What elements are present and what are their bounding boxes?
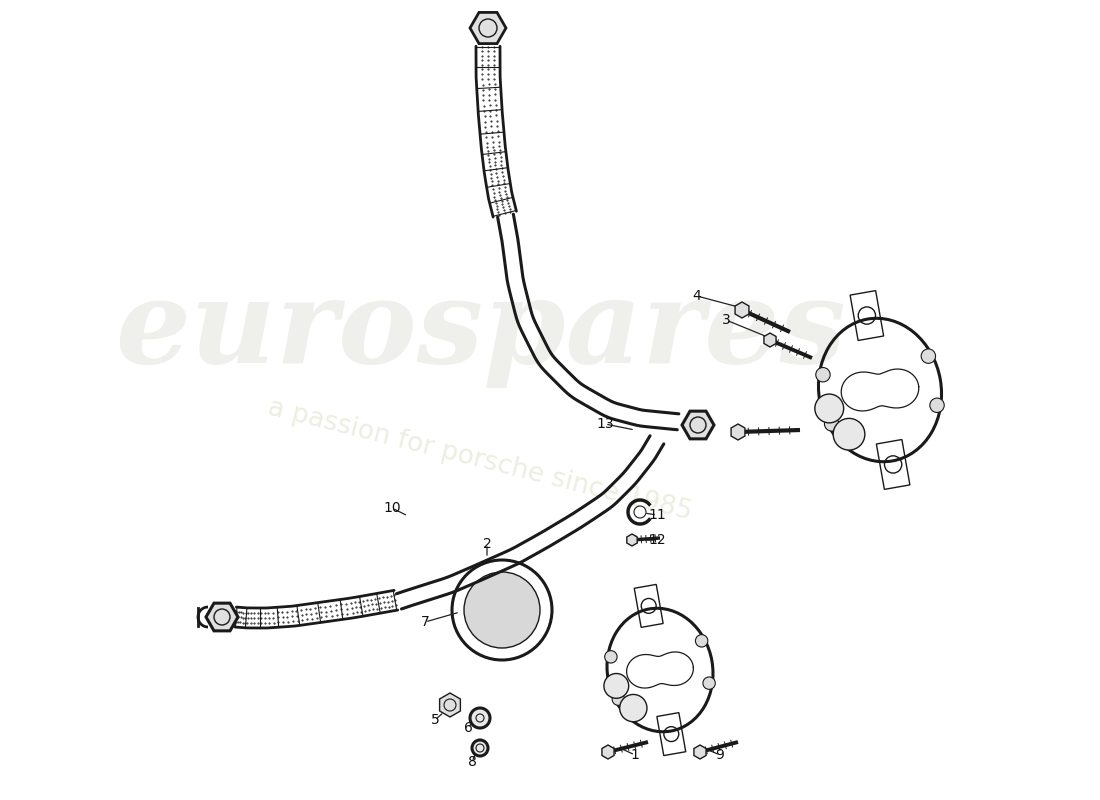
Text: 3: 3 [722,313,730,327]
Text: 8: 8 [468,755,476,769]
Circle shape [815,394,844,423]
Circle shape [464,572,540,648]
Circle shape [816,367,831,382]
Polygon shape [627,534,637,546]
Circle shape [470,708,490,728]
Circle shape [605,650,617,663]
Polygon shape [735,302,749,318]
Text: 6: 6 [463,721,472,735]
Polygon shape [694,745,706,759]
Text: 4: 4 [693,289,702,303]
Circle shape [833,418,865,450]
Circle shape [695,634,707,647]
Polygon shape [470,13,506,43]
Circle shape [930,398,944,413]
Circle shape [921,349,936,363]
Text: 13: 13 [596,417,614,431]
Text: 5: 5 [430,713,439,727]
Polygon shape [732,424,745,440]
Circle shape [604,674,629,698]
Polygon shape [440,693,461,717]
Text: 10: 10 [383,501,400,515]
Polygon shape [682,411,714,439]
Polygon shape [763,333,777,347]
Circle shape [472,740,488,756]
Circle shape [619,694,647,722]
Text: a passion for porsche since 1985: a passion for porsche since 1985 [265,394,695,526]
Polygon shape [206,603,238,631]
Circle shape [703,677,715,690]
Circle shape [613,693,625,706]
Text: 1: 1 [630,748,639,762]
Text: 9: 9 [716,748,725,762]
Text: 2: 2 [483,537,492,551]
Polygon shape [602,745,614,759]
Circle shape [824,417,839,431]
Text: 11: 11 [648,508,666,522]
Text: 7: 7 [420,615,429,629]
Text: 12: 12 [648,533,666,547]
Text: eurospares: eurospares [114,273,846,387]
